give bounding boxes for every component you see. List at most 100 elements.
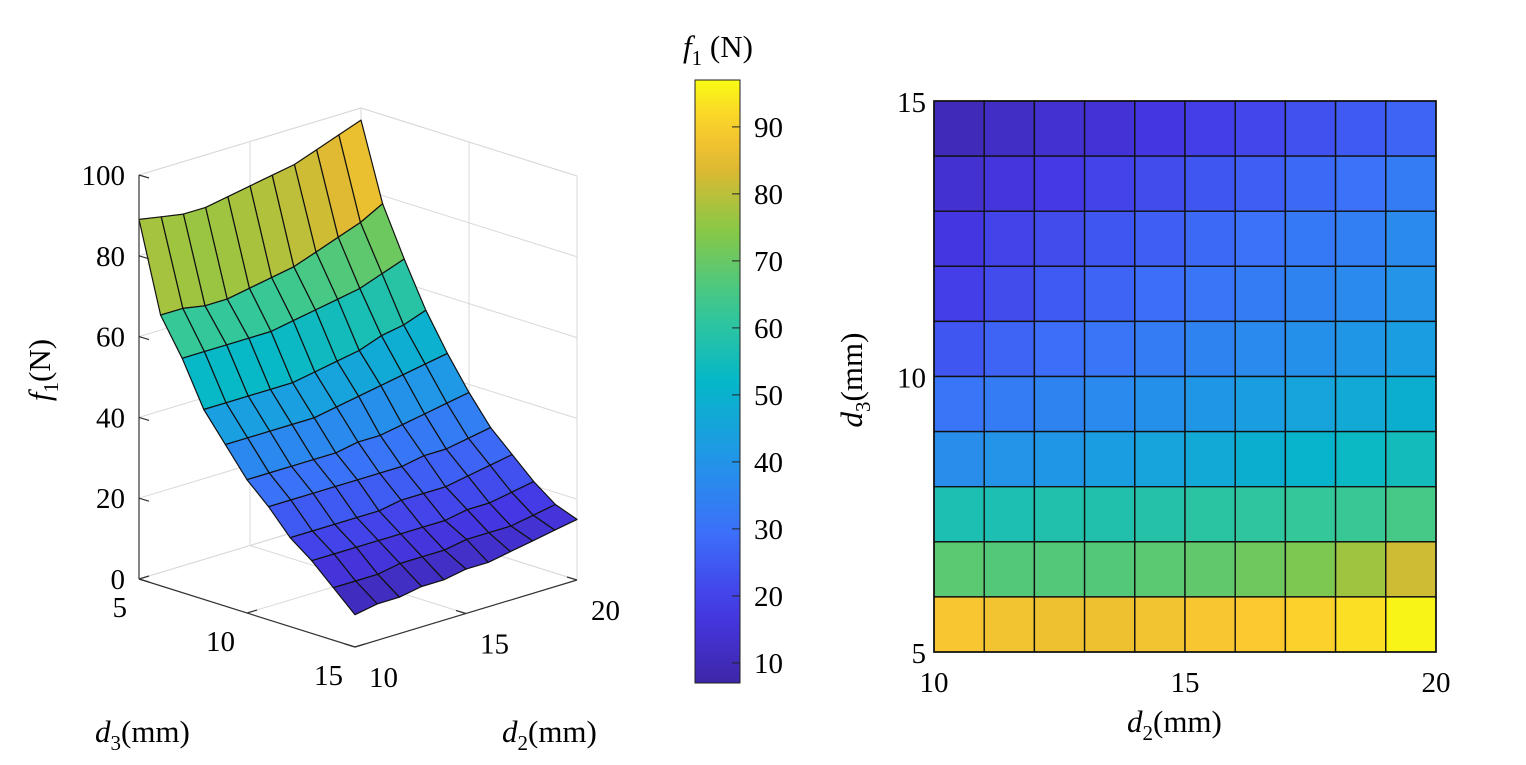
grid-line <box>360 107 578 177</box>
heatmap-cell <box>933 430 985 488</box>
heatmap-x-tick-label: 15 <box>1171 667 1200 699</box>
heatmap-cell <box>1234 430 1287 488</box>
heatmap-cell <box>1134 486 1186 543</box>
heatmap-x-label: d2(mm) <box>1127 704 1222 745</box>
heatmap-cell <box>933 486 985 543</box>
heatmap-cell <box>1184 320 1236 378</box>
heatmap-cell <box>1033 596 1086 653</box>
x-tick-mark <box>566 576 578 581</box>
heatmap-cell <box>1385 265 1437 323</box>
heatmap-cell <box>1234 265 1287 323</box>
heatmap-cell <box>983 596 1036 653</box>
heatmap-cell <box>1184 430 1236 488</box>
z-axis-label: f1(N) <box>22 339 63 401</box>
surface-patch <box>332 580 378 616</box>
y-tick-label: 5 <box>113 592 128 624</box>
heatmap-cell <box>933 155 985 212</box>
heatmap-cell <box>1284 375 1337 433</box>
heatmap-cell <box>1385 596 1437 653</box>
heatmap-cell <box>1284 486 1337 543</box>
z-tick-mark <box>138 497 150 502</box>
heatmap-cell <box>1234 210 1287 267</box>
heatmap-cell <box>1234 100 1287 157</box>
heatmap-cell <box>1083 265 1136 323</box>
y-tick-label: 15 <box>314 660 343 692</box>
heatmap-cell <box>1334 100 1387 157</box>
heatmap-cell <box>1134 320 1186 378</box>
y-tick-mark <box>138 575 150 580</box>
x-axis-label: d2(mm) <box>502 714 597 755</box>
colorbar-tick-label: 80 <box>754 179 783 211</box>
y-tick-mark <box>246 609 258 614</box>
heatmap-cell <box>1334 430 1387 488</box>
heatmap-cell <box>1083 486 1136 543</box>
heatmap-cell <box>1334 265 1387 323</box>
colorbar-tick-label: 20 <box>754 581 783 613</box>
heatmap-cell <box>1334 210 1387 267</box>
colorbar-tick-label: 90 <box>754 112 783 144</box>
x-tick-mark <box>344 643 356 648</box>
z-tick-label: 100 <box>82 160 126 192</box>
colorbar-tick-label: 70 <box>754 246 783 278</box>
colorbar: 10 20 30 40 50 60 70 80 90 f1 (N) <box>683 29 783 684</box>
heatmap-cell <box>1284 320 1337 378</box>
heatmap-cell <box>983 430 1036 488</box>
colorbar-label: f1 (N) <box>683 29 753 70</box>
colorbar-tick-label: 60 <box>754 313 783 345</box>
heatmap-cell <box>1334 541 1387 598</box>
heatmap-cell <box>1334 596 1387 653</box>
heatmap-cell <box>1134 100 1186 157</box>
colorbar-tick-label: 10 <box>754 648 783 680</box>
heatmap-cell <box>983 210 1036 267</box>
heatmap-y-label: d3(mm) <box>834 333 875 428</box>
heatmap-cell <box>1134 596 1186 653</box>
heatmap-cell <box>1184 265 1236 323</box>
z-tick-mark <box>138 255 150 260</box>
heatmap-cell <box>1284 210 1337 267</box>
heatmap-cell <box>1334 486 1387 543</box>
heatmap-cell <box>983 486 1036 543</box>
heatmap-cell <box>1284 596 1337 653</box>
heatmap-cell <box>1184 375 1236 433</box>
heatmap-cell <box>933 320 985 378</box>
z-tick-mark <box>138 578 150 583</box>
y-axis-label: d3(mm) <box>95 714 190 755</box>
heatmap-cell <box>983 541 1036 598</box>
heatmap-y-tick-label: 5 <box>912 638 927 670</box>
heatmap-cell <box>1184 541 1236 598</box>
heatmap-cell <box>1334 320 1387 378</box>
colorbar-tick-label: 50 <box>754 380 783 412</box>
grid-line <box>138 107 362 176</box>
heatmap-cells <box>933 100 1437 653</box>
heatmap-cell <box>1234 155 1287 212</box>
colorbar-tick-label: 30 <box>754 514 783 546</box>
z-tick-label: 20 <box>96 483 125 515</box>
heatmap-cell <box>933 375 985 433</box>
heatmap-cell <box>1234 596 1287 653</box>
heatmap-cell <box>1385 155 1437 212</box>
heatmap-cell <box>1284 541 1337 598</box>
heatmap-cell <box>983 265 1036 323</box>
heatmap-cell <box>1284 100 1337 157</box>
heatmap-cell <box>1385 210 1437 267</box>
heatmap-cell <box>1033 210 1086 267</box>
heatmap-cell <box>1184 155 1236 212</box>
heatmap-x-tick-label: 20 <box>1422 667 1451 699</box>
heatmap-cell <box>983 375 1036 433</box>
z-tick-mark <box>138 416 150 421</box>
heatmap-cell <box>1033 320 1086 378</box>
heatmap-y-tick-label: 10 <box>897 363 926 395</box>
heatmap-cell <box>1385 100 1437 157</box>
heatmap-cell <box>1083 375 1136 433</box>
heatmap-cell <box>1385 430 1437 488</box>
heatmap-cell <box>1033 430 1086 488</box>
x-tick-mark <box>455 609 467 615</box>
heatmap-cell <box>1184 486 1236 543</box>
heatmap-y-tick-label: 15 <box>897 87 926 119</box>
heatmap-cell <box>1083 100 1136 157</box>
heatmap-cell <box>983 320 1036 378</box>
heatmap-cell <box>1234 375 1287 433</box>
heatmap-cell <box>1033 100 1086 157</box>
